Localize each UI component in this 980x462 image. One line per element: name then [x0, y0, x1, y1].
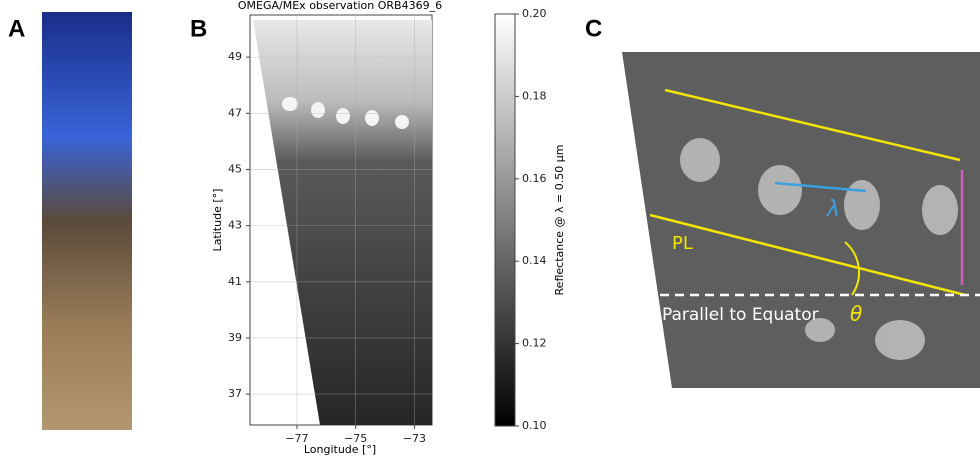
plot-axes: −77 −75 −73 37 39 41 43 45 47 49 0.10 0.12 0.14 0.16 0…: [228, 7, 547, 445]
reflectance-image: [253, 20, 432, 425]
plot-title: OMEGA/MEx observation ORB4369_6: [238, 0, 442, 12]
panel-label: C: [585, 15, 602, 42]
colorbar-tick-label: 0.14: [522, 254, 547, 267]
y-tick-label: 45: [228, 162, 242, 175]
y-tick-label: 49: [228, 50, 242, 63]
y-axis-label: Latitude [°]: [211, 189, 224, 252]
x-tick-label: −77: [285, 432, 308, 445]
panel-label: B: [190, 15, 207, 42]
angle-arc: [844, 241, 860, 296]
panel-label: A: [8, 15, 25, 42]
x-tick-label: −75: [344, 432, 367, 445]
colorbar-label: Reflectance @ λ = 0.50 µm: [553, 145, 566, 296]
cloud-blobs: [680, 138, 958, 360]
colorbar-tick-label: 0.20: [522, 7, 547, 20]
wavelength-line: [774, 181, 867, 193]
colorbar-tick-label: 0.16: [522, 172, 547, 185]
wavelength-label: λ: [826, 197, 840, 222]
pl-label: PL: [672, 233, 693, 254]
y-tick-label: 43: [228, 219, 242, 232]
cloud-dots: [282, 97, 409, 129]
colorbar-tick-label: 0.10: [522, 419, 547, 432]
y-tick-label: 47: [228, 106, 242, 119]
angle-label: θ: [850, 302, 862, 326]
rgb-image: [42, 12, 132, 430]
x-axis-label: Longitude [°]: [304, 443, 376, 456]
crest-line: [664, 88, 961, 162]
equator-label: Parallel to Equator: [662, 305, 819, 325]
y-tick-label: 37: [228, 387, 242, 400]
y-tick-label: 39: [228, 331, 242, 344]
y-tick-label: 41: [228, 275, 242, 288]
pl-line: [649, 213, 966, 297]
x-tick-label: −73: [403, 432, 426, 445]
colorbar-tick-label: 0.18: [522, 89, 547, 102]
zoom-image: [622, 52, 980, 388]
colorbar-tick-label: 0.12: [522, 337, 547, 350]
colorbar: [494, 13, 516, 427]
